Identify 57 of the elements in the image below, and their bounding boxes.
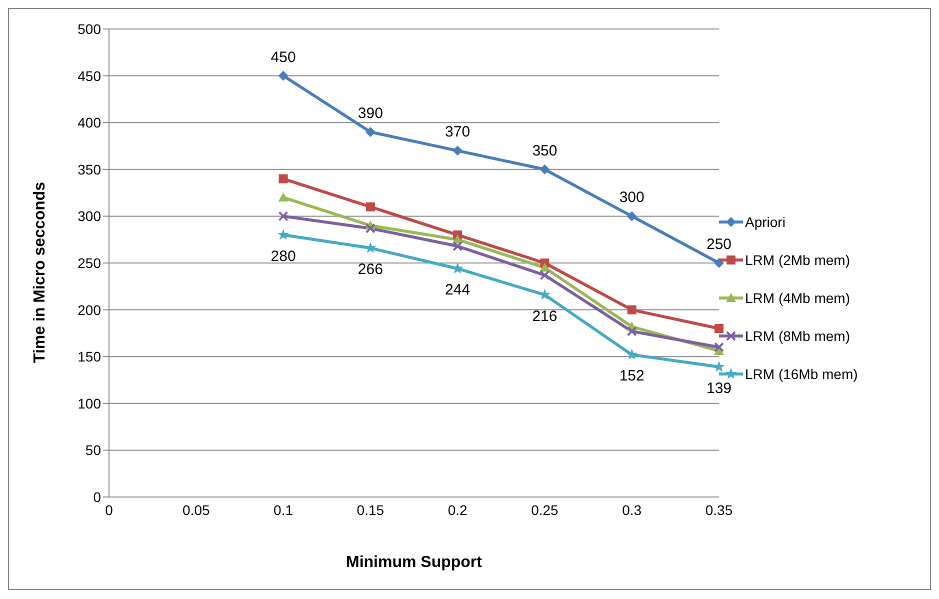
x-tick-label: 0.25	[531, 502, 559, 518]
legend-label: LRM (4Mb mem)	[745, 290, 850, 306]
data-label: 450	[270, 48, 296, 66]
data-label: 152	[619, 368, 644, 385]
point	[626, 326, 637, 336]
x-tick-label: 0.2	[448, 502, 468, 518]
point	[627, 305, 636, 314]
point	[626, 211, 637, 222]
point	[713, 360, 725, 372]
x-tick-label: 0.05	[182, 502, 210, 518]
data-label: 390	[358, 104, 383, 122]
legend-label: LRM (8Mb mem)	[745, 328, 850, 344]
y-tick-label: 400	[78, 114, 102, 131]
point	[278, 174, 288, 184]
y-tick-label: 300	[78, 208, 102, 224]
y-tick-label: 200	[78, 302, 102, 318]
point	[540, 164, 550, 174]
x-tick-label: 0	[105, 502, 114, 518]
legend-label: Apriori	[745, 214, 786, 230]
legend-label: LRM (2Mb mem)	[745, 252, 850, 268]
data-label: 216	[532, 308, 558, 325]
point	[540, 270, 550, 280]
point	[452, 146, 463, 156]
point	[626, 348, 638, 360]
y-tick-label: 50	[85, 442, 102, 458]
x-tick-label: 0.35	[705, 502, 733, 518]
x-axis-title: Minimum Support	[346, 554, 483, 571]
data-label: 139	[706, 380, 732, 397]
point	[365, 126, 376, 137]
point	[452, 241, 463, 252]
y-tick-label: 150	[78, 348, 102, 365]
point	[714, 324, 724, 334]
data-label: 250	[706, 236, 732, 253]
y-tick-label: 350	[78, 161, 102, 178]
point	[278, 70, 288, 81]
point	[365, 223, 376, 234]
x-tick-label: 0.3	[622, 502, 642, 518]
legend-label: LRM (16Mb mem)	[745, 366, 858, 382]
x-tick-label: 0.15	[356, 502, 384, 518]
point	[278, 211, 288, 222]
y-tick-label: 0	[93, 488, 102, 505]
point	[714, 342, 724, 352]
x-tick-label: 0.1	[274, 502, 294, 518]
data-label: 300	[619, 189, 644, 206]
y-tick-label: 450	[78, 68, 102, 84]
data-label: 350	[532, 142, 558, 160]
y-tick-label: 100	[78, 395, 102, 412]
y-tick-label: 500	[78, 20, 102, 37]
data-label: 370	[445, 124, 470, 141]
data-label: 280	[270, 248, 296, 265]
point	[366, 202, 375, 212]
point	[278, 228, 289, 240]
y-tick-label: 250	[78, 254, 102, 271]
data-label: 244	[445, 282, 470, 299]
point	[278, 192, 288, 202]
data-label: 266	[358, 261, 383, 278]
y-axis-title: Time in Micro secconds	[32, 182, 49, 363]
